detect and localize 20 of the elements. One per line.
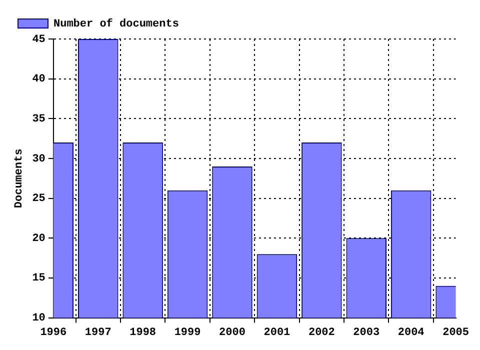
- y-tick-label: 15: [32, 272, 46, 285]
- y-tick-label: 35: [32, 113, 46, 126]
- y-tick-label: 25: [32, 193, 46, 206]
- x-tick-label: 2004: [398, 327, 425, 340]
- y-axis-title: Documents: [13, 148, 26, 208]
- x-tick-label: 1999: [174, 327, 201, 340]
- x-tick-label: 2002: [308, 327, 335, 340]
- x-tick-label: 1996: [40, 327, 67, 340]
- y-tick-label: 40: [32, 74, 46, 86]
- x-tick-label: 2000: [219, 327, 246, 340]
- x-tick-label: 2001: [264, 327, 291, 340]
- legend-label: Number of documents: [54, 17, 179, 30]
- x-tick-label: 1997: [84, 327, 112, 340]
- y-tick-label: 10: [32, 312, 46, 325]
- y-tick-label: 30: [32, 153, 46, 166]
- x-tick-label: 2005: [442, 327, 470, 340]
- y-tick-label: 45: [32, 34, 46, 46]
- x-tick-label: 1998: [130, 327, 156, 340]
- y-tick-label: 20: [32, 232, 46, 245]
- x-tick-label: 2003: [353, 327, 380, 340]
